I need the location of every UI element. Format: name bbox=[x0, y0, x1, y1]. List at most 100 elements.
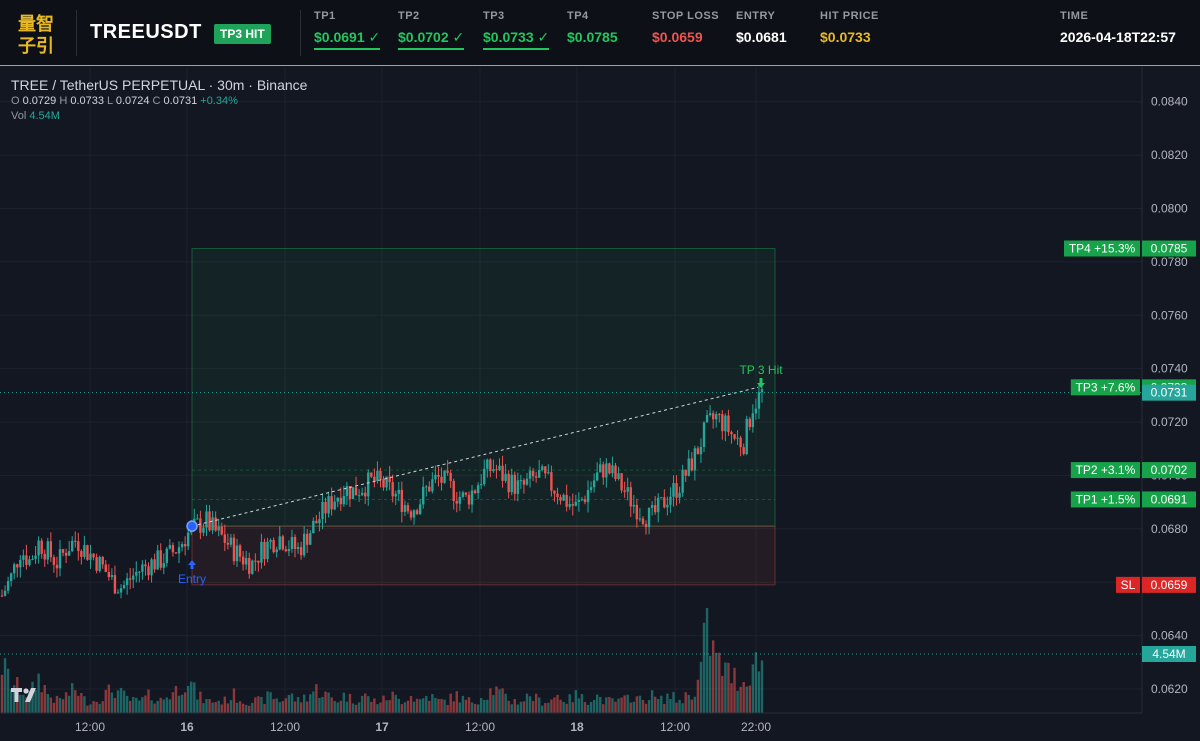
volume-bar bbox=[458, 702, 462, 713]
tag-bg bbox=[1142, 576, 1196, 593]
candle-body bbox=[638, 518, 642, 520]
level-tag-label: TP2 +3.1% bbox=[1070, 462, 1140, 479]
candle-body bbox=[434, 474, 437, 480]
candle-body bbox=[46, 541, 49, 560]
candle-body bbox=[138, 571, 141, 573]
candle-body bbox=[67, 551, 71, 556]
time-tick: 12:00 bbox=[75, 720, 105, 734]
volume-bar bbox=[748, 685, 751, 713]
candle-body bbox=[428, 486, 431, 492]
volume-bar bbox=[367, 696, 370, 713]
volume-bar bbox=[705, 607, 709, 713]
candle-body bbox=[0, 595, 4, 597]
volume-bar bbox=[379, 702, 382, 713]
candle-body bbox=[641, 518, 645, 524]
volume-bar bbox=[577, 698, 581, 713]
volume-bar bbox=[113, 698, 117, 713]
volume-bar bbox=[260, 697, 263, 713]
candle-body bbox=[74, 540, 77, 542]
tag-text: SL bbox=[1121, 578, 1136, 592]
volume-bar bbox=[177, 695, 181, 713]
volume-bar bbox=[376, 704, 379, 713]
candle-body bbox=[449, 472, 452, 481]
field-value: $0.0785 bbox=[567, 29, 618, 45]
candle-body bbox=[464, 492, 468, 495]
header-field-hit-price: HIT PRICE $0.0733 bbox=[820, 10, 879, 45]
header-field-stop-loss: STOP LOSS $0.0659 bbox=[652, 10, 719, 45]
candle-body bbox=[342, 495, 346, 505]
volume-bar bbox=[275, 698, 278, 713]
volume-bar bbox=[122, 690, 126, 713]
candle-body bbox=[37, 540, 40, 556]
candle-body bbox=[446, 470, 449, 473]
candle-body bbox=[547, 472, 550, 474]
volume-bar bbox=[153, 703, 156, 713]
volume-bar bbox=[592, 700, 596, 713]
candle-body bbox=[617, 473, 620, 479]
candle-body bbox=[391, 482, 394, 497]
candle-body bbox=[403, 505, 407, 512]
candle-body bbox=[293, 536, 297, 549]
close-value: 0.0731 bbox=[163, 95, 198, 107]
change-value: +0.34% bbox=[200, 95, 238, 107]
volume-bar bbox=[473, 703, 477, 713]
candle-body bbox=[751, 413, 755, 428]
volume-bar bbox=[254, 697, 257, 713]
candle-body bbox=[470, 490, 474, 505]
tag-text: 0.0659 bbox=[1151, 578, 1188, 592]
tag-text: 0.0702 bbox=[1151, 463, 1188, 477]
volume-bar bbox=[586, 704, 590, 713]
candle-body bbox=[483, 468, 486, 485]
price-tick: 0.0720 bbox=[1151, 415, 1188, 429]
candle-body bbox=[476, 485, 480, 494]
volume-bar bbox=[492, 695, 495, 713]
volume-bar bbox=[46, 693, 49, 713]
volume-bar bbox=[422, 698, 425, 713]
candle-body bbox=[229, 537, 233, 545]
candle-body bbox=[98, 556, 101, 571]
volume-bar bbox=[61, 699, 65, 713]
volume-bar bbox=[272, 699, 275, 713]
volume-bar bbox=[339, 700, 342, 713]
volume-bar bbox=[669, 699, 672, 713]
volume-bar bbox=[135, 697, 138, 713]
candle-body bbox=[43, 553, 46, 560]
candle-body bbox=[165, 548, 169, 564]
candle-body bbox=[577, 499, 581, 502]
candle-body bbox=[443, 470, 446, 483]
volume-bar bbox=[22, 694, 25, 713]
candle-body bbox=[736, 437, 739, 439]
volume-bar bbox=[611, 698, 614, 713]
candle-body bbox=[760, 389, 764, 393]
candle-body bbox=[745, 418, 748, 455]
volume-bar bbox=[678, 699, 681, 713]
tradingview-logo-icon[interactable] bbox=[10, 686, 42, 704]
volume-bar bbox=[162, 699, 165, 713]
candle-body bbox=[650, 505, 654, 508]
candle-body bbox=[296, 547, 300, 549]
candle-body bbox=[479, 484, 483, 486]
volume-bar bbox=[602, 704, 605, 713]
volume-bar bbox=[754, 652, 758, 713]
candle-body bbox=[550, 472, 553, 491]
candle-body bbox=[71, 540, 74, 552]
volume-bar bbox=[711, 640, 715, 713]
candle-body bbox=[241, 556, 245, 565]
volume-bar bbox=[675, 702, 678, 713]
tag-text: 0.0785 bbox=[1151, 242, 1188, 256]
volume-bar bbox=[168, 699, 172, 713]
candle-body bbox=[248, 557, 251, 574]
volume-bar bbox=[287, 695, 291, 713]
field-value: $0.0659 bbox=[652, 29, 703, 45]
candle-body bbox=[437, 474, 440, 477]
volume-bar bbox=[434, 697, 437, 713]
field-label: TP1 bbox=[314, 10, 336, 22]
entry-arrow-icon bbox=[188, 560, 196, 569]
candle-body bbox=[452, 480, 455, 502]
field-value: $0.0681 bbox=[736, 29, 787, 45]
volume-bar bbox=[196, 699, 199, 713]
candle-body bbox=[660, 497, 663, 499]
volume-bar bbox=[702, 622, 706, 713]
candle-body bbox=[6, 581, 10, 591]
